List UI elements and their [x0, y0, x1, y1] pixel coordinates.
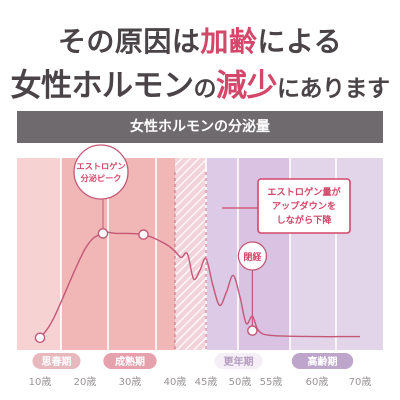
stage-label: 更年期	[224, 355, 254, 368]
x-tick-label: 45歳	[195, 376, 218, 388]
fluctuation-label-line: しながら下降	[276, 214, 332, 226]
title-text: 女性ホルモン	[10, 68, 195, 104]
peak-label-line: 分泌ピーク	[81, 173, 122, 183]
x-tick-label: 55歳	[260, 376, 283, 388]
band-menopause-early	[206, 158, 238, 350]
data-point-marker	[247, 325, 258, 336]
fluctuation-label-line: アップダウンを	[272, 200, 336, 212]
title-accent: 減少	[216, 68, 278, 104]
stage-label: 成熟期	[115, 355, 145, 368]
band-transition	[175, 158, 206, 350]
title-line-1: その原因は加齢による	[0, 20, 400, 60]
x-tick-label: 50歳	[229, 376, 252, 388]
fluctuation-label-line: エストロゲン量が	[267, 186, 341, 198]
title-accent: 加齢	[200, 25, 258, 58]
section-title-bar: 女性ホルモンの分泌量	[17, 111, 383, 143]
peak-bubble	[73, 144, 129, 200]
data-point-marker	[34, 332, 46, 344]
menopause-bubble	[237, 241, 268, 271]
stage-pill	[291, 353, 354, 369]
x-tick-label: 60歳	[306, 376, 329, 388]
title-text: の	[193, 75, 217, 102]
stage-label-layer: 思春期 成熟期 更年期 高齢期	[32, 353, 354, 369]
stage-label: 思春期	[42, 355, 72, 368]
x-tick-label: 40歳	[164, 376, 187, 388]
title-line-2: 女性ホルモンの減少にあります	[0, 60, 400, 105]
stage-pill	[103, 353, 157, 369]
stage-pill	[214, 353, 263, 369]
x-tick-label: 70歳	[349, 376, 372, 388]
title-text: にあります	[277, 75, 390, 102]
estrogen-curve	[39, 231, 360, 339]
data-point-marker	[138, 229, 149, 240]
peak-label-line: エストロゲン	[76, 161, 125, 171]
fluctuation-callout	[257, 178, 351, 234]
data-point-marker	[97, 228, 109, 239]
title-text: その原因は	[57, 25, 201, 58]
title-text: による	[257, 25, 343, 58]
x-tick-label: 10歳	[29, 376, 52, 388]
tick-label-layer: 10歳 20歳 30歳 40歳 45歳 50歳 55歳 60歳 70歳	[29, 376, 372, 388]
stage-pill	[32, 353, 81, 369]
menopause-label: 閉経	[243, 251, 262, 263]
x-tick-label: 30歳	[119, 376, 142, 388]
stage-label: 高齢期	[308, 355, 338, 368]
curve-layer	[34, 228, 360, 344]
x-tick-label: 20歳	[74, 376, 97, 388]
band-puberty	[17, 158, 61, 350]
band-mature-late	[156, 158, 175, 350]
